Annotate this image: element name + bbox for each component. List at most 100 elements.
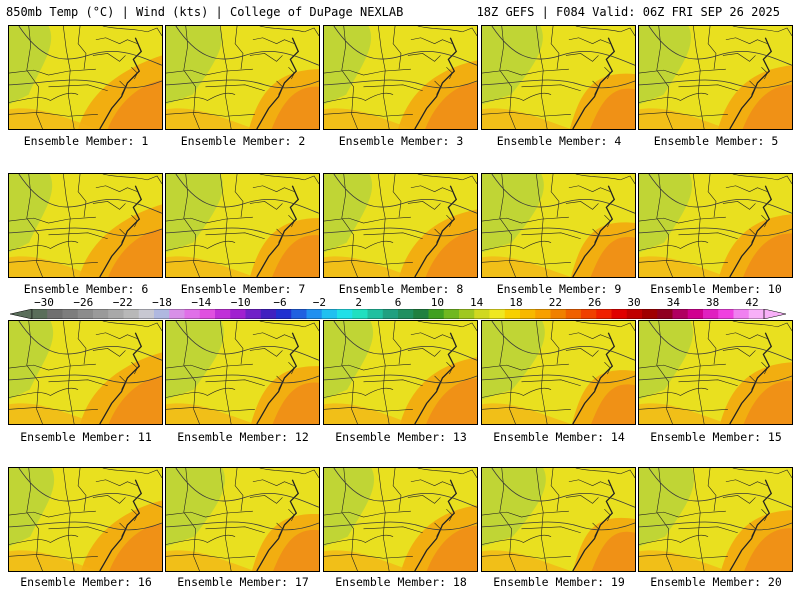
colorbar-swatch: [443, 309, 460, 319]
colorbar-tick-label: −10: [230, 296, 251, 309]
colorbar-swatch: [474, 309, 490, 319]
colorbar-tick-label: 38: [706, 296, 720, 309]
ensemble-map-panel: [8, 467, 163, 572]
colorbar-swatch: [138, 309, 155, 319]
temperature-map: [166, 26, 319, 129]
colorbar-tick-label: −26: [73, 296, 94, 309]
ensemble-map-panel: [323, 25, 478, 130]
colorbar-tick-label: 26: [588, 296, 602, 309]
ensemble-map-panel: [481, 467, 636, 572]
colorbar-swatch: [352, 309, 368, 319]
member-label: Ensemble Member: 2: [180, 134, 306, 148]
colorbar-tick-label: 30: [627, 296, 641, 309]
colorbar-swatch: [93, 309, 109, 319]
temperature-map: [482, 321, 635, 424]
member-label: Ensemble Member: 8: [338, 282, 464, 296]
colorbar-swatch: [626, 309, 643, 319]
colorbar-tick-label: 34: [666, 296, 680, 309]
colorbar-swatch: [550, 309, 567, 319]
temperature-map: [324, 321, 477, 424]
temperature-map: [9, 174, 162, 277]
colorbar-swatch: [413, 309, 429, 319]
colorbar-tick-label: −22: [112, 296, 133, 309]
colorbar-swatch: [565, 309, 582, 319]
colorbar-tick-label: −30: [34, 296, 54, 309]
member-label: Ensemble Member: 16: [20, 575, 152, 589]
colorbar-swatch: [382, 309, 399, 319]
chart-title: 850mb Temp (°C) | Wind (kts) | College o…: [6, 5, 404, 19]
colorbar-swatch: [306, 309, 323, 319]
member-label: Ensemble Member: 7: [180, 282, 306, 296]
temperature-map: [639, 174, 792, 277]
colorbar-swatch: [687, 309, 704, 319]
temperature-map: [482, 468, 635, 571]
temperature-map: [482, 26, 635, 129]
member-label: Ensemble Member: 6: [23, 282, 149, 296]
colorbar-swatch: [657, 309, 673, 319]
member-label: Ensemble Member: 11: [20, 430, 152, 444]
colorbar-swatch: [504, 309, 521, 319]
colorbar-swatch: [398, 309, 414, 319]
colorbar-swatch: [260, 309, 277, 319]
ensemble-map-panel: [481, 320, 636, 425]
ensemble-map-panel: [8, 320, 163, 425]
colorbar-swatch: [718, 309, 734, 319]
colorbar-tick-label: −18: [152, 296, 172, 309]
colorbar-swatch: [154, 309, 170, 319]
member-label: Ensemble Member: 18: [335, 575, 467, 589]
colorbar-swatch: [123, 309, 140, 319]
run-valid-time: 18Z GEFS | F084 Valid: 06Z FRI SEP 26 20…: [476, 5, 780, 19]
ensemble-map-panel: [165, 25, 320, 130]
colorbar-swatch: [230, 309, 246, 319]
colorbar-swatch: [611, 309, 628, 319]
ensemble-map-panel: [481, 173, 636, 278]
colorbar-swatch: [62, 309, 79, 319]
colorbar-swatch: [733, 309, 750, 319]
ensemble-map-panel: [323, 173, 478, 278]
colorbar-swatch: [184, 309, 201, 319]
member-label: Ensemble Member: 14: [493, 430, 625, 444]
colorbar-swatch: [291, 309, 307, 319]
colorbar-tick-label: −6: [273, 296, 287, 309]
colorbar-swatch: [459, 309, 475, 319]
colorbar-tick-label: 14: [470, 296, 484, 309]
ensemble-map-panel: [638, 173, 793, 278]
ensemble-map-panel: [323, 320, 478, 425]
temperature-map: [324, 174, 477, 277]
member-label: Ensemble Member: 9: [496, 282, 622, 296]
ensemble-map-panel: [165, 467, 320, 572]
colorbar-tick-label: 42: [745, 296, 759, 309]
ensemble-map-panel: [481, 25, 636, 130]
colorbar-swatch: [748, 309, 765, 319]
colorbar-swatch: [367, 309, 384, 319]
member-label: Ensemble Member: 1: [23, 134, 149, 148]
colorbar-swatch: [581, 309, 597, 319]
colorbar-swatch: [276, 309, 292, 319]
temperature-map: [166, 468, 319, 571]
member-label: Ensemble Member: 10: [650, 282, 782, 296]
member-label: Ensemble Member: 3: [338, 134, 464, 148]
colorbar-tick-label: 22: [548, 296, 562, 309]
colorbar-swatch: [169, 309, 185, 319]
member-label: Ensemble Member: 17: [177, 575, 309, 589]
colorbar-swatch: [199, 309, 216, 319]
ensemble-map-panel: [8, 25, 163, 130]
colorbar-swatch: [108, 309, 124, 319]
temperature-map: [9, 26, 162, 129]
member-label: Ensemble Member: 15: [650, 430, 782, 444]
temperature-map: [166, 174, 319, 277]
member-label: Ensemble Member: 20: [650, 575, 782, 589]
colorbar-swatch: [535, 309, 551, 319]
ensemble-map-panel: [165, 173, 320, 278]
temperature-map: [639, 468, 792, 571]
member-label: Ensemble Member: 4: [496, 134, 622, 148]
colorbar-swatch: [672, 309, 689, 319]
colorbar-swatch: [337, 309, 353, 319]
member-label: Ensemble Member: 13: [335, 430, 467, 444]
colorbar-swatch: [32, 309, 48, 319]
member-label: Ensemble Member: 5: [653, 134, 779, 148]
colorbar-labels: −30 −26 −22 −18 −14 −10 −6 −2 2 6 10 14 18 22 26 30 34 38…: [0, 296, 800, 309]
colorbar-tick-label: −2: [312, 296, 326, 309]
temperature-map: [324, 468, 477, 571]
ensemble-map-panel: [323, 467, 478, 572]
